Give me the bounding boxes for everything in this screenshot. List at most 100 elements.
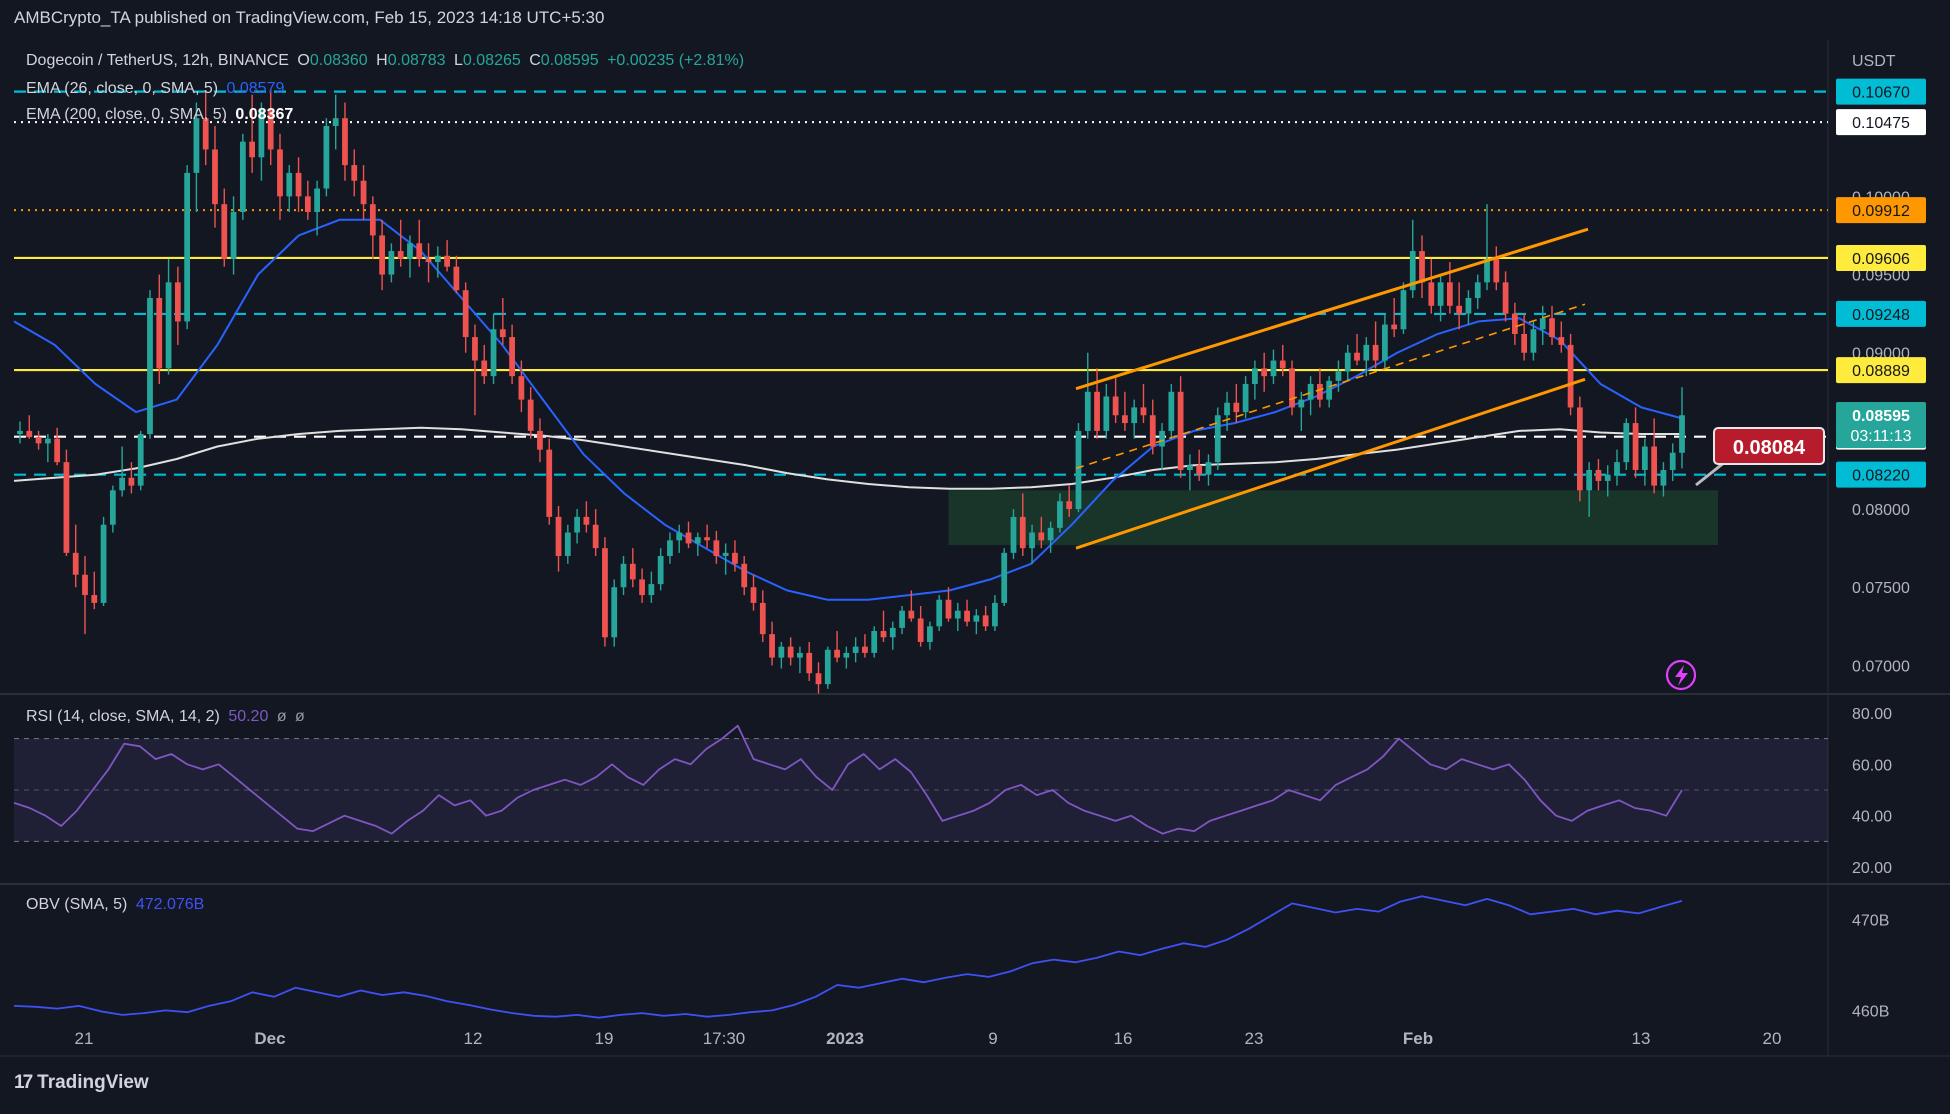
candle-body-136 (1279, 360, 1286, 369)
rsi-value: 50.20 (228, 708, 269, 725)
candle-60 (574, 509, 580, 544)
candle-body-176 (1651, 446, 1658, 486)
candle-164 (1539, 305, 1546, 345)
legend-symbol[interactable]: Dogecoin / TetherUS, 12h, BINANCE (26, 52, 289, 69)
candle-body-39 (379, 235, 385, 275)
price-tick-0: 0.07000 (1852, 658, 1910, 675)
candle-88 (834, 631, 840, 663)
candle-body-81 (769, 634, 775, 658)
legend-ema200-row[interactable]: EMA (200, close, 0, SMA, 5) 0.08367 (26, 106, 297, 124)
candle-101 (954, 602, 961, 632)
candle-body-79 (750, 587, 757, 603)
candle-body-157 (1474, 282, 1481, 298)
candle-149 (1400, 282, 1407, 334)
rsi-line (13, 724, 1683, 835)
ohlc-high: 0.08783 (387, 52, 446, 69)
candle-66 (629, 548, 636, 588)
candle-body-72 (685, 532, 692, 544)
candle-body-49 (472, 337, 478, 361)
legend-ema26-row[interactable]: EMA (26, close, 0, SMA, 5) 0.08579 (26, 80, 288, 98)
candle-71 (676, 524, 683, 553)
candle-76 (722, 543, 729, 575)
candle-body-40 (388, 251, 395, 275)
legend-obv-row[interactable]: OBV (SMA, 5) 472.076B (26, 896, 208, 914)
candle-15 (156, 274, 163, 384)
candle-92 (871, 626, 878, 658)
candle-body-115 (1084, 391, 1091, 431)
obv-tick-1: 460B (1852, 1003, 1889, 1020)
price-label-box-0 (1836, 78, 1926, 105)
candle-body-87 (824, 649, 831, 685)
rsi-tick-3: 20.00 (1852, 860, 1892, 877)
price-axis[interactable]: USDT0.070000.075000.080000.090000.095000… (1836, 53, 1926, 675)
candle-21 (212, 125, 218, 228)
candle-body-22 (221, 204, 228, 259)
ohlc-high-label: H (376, 52, 388, 69)
time-tick-4: 17:30 (703, 1029, 746, 1048)
candle-body-83 (787, 646, 794, 658)
candle-37 (360, 165, 367, 220)
candle-body-53 (509, 337, 515, 377)
ema200-value: 0.08367 (235, 106, 294, 123)
candle-body-20 (202, 118, 209, 150)
candle-48 (462, 282, 469, 353)
time-tick-2: 12 (464, 1029, 483, 1048)
candle-93 (880, 610, 887, 642)
candle-body-158 (1484, 258, 1490, 283)
candle-body-146 (1372, 344, 1379, 361)
candle-102 (964, 599, 970, 627)
candle-39 (379, 219, 385, 291)
candle-118 (1112, 376, 1119, 424)
price-label-text-4: 0.09248 (1852, 307, 1910, 324)
time-axis[interactable]: 21 Dec 12 19 17:30 2023 9 16 23 Feb 13 20 (75, 1029, 1782, 1048)
candle-body-93 (880, 631, 887, 638)
candle-12 (128, 462, 135, 494)
candle-31 (304, 180, 311, 220)
candle-40 (388, 243, 395, 283)
candle-body-15 (156, 297, 163, 369)
candle-160 (1502, 271, 1509, 322)
candle-body-117 (1103, 396, 1110, 431)
candle-43 (416, 219, 423, 267)
candle-body-177 (1660, 469, 1667, 486)
candle-135 (1270, 349, 1277, 384)
candle-body-47 (453, 266, 460, 291)
candle-body-144 (1354, 352, 1360, 361)
time-tick-6: 9 (988, 1029, 997, 1048)
candle-body-6 (72, 552, 79, 575)
candle-159 (1493, 246, 1500, 291)
candle-2 (35, 430, 42, 450)
demand-zone-layer (948, 490, 1718, 546)
candle-105 (992, 595, 998, 632)
candle-body-124 (1168, 391, 1175, 431)
ema200-line (13, 426, 1682, 490)
candle-51 (490, 313, 497, 384)
candle-79 (750, 574, 757, 611)
candle-155 (1456, 282, 1463, 330)
price-label-text-2: 0.09912 (1852, 203, 1910, 220)
candle-98 (927, 621, 933, 650)
publisher-line: AMBCrypto_TA published on TradingView.co… (14, 8, 605, 27)
tradingview-logo[interactable]: 17 TradingView (14, 1072, 149, 1094)
price-axis-unit: USDT (1852, 53, 1896, 70)
candle-body-61 (583, 516, 590, 525)
candle-body-74 (704, 537, 710, 541)
candle-19 (193, 102, 200, 212)
rsi-extra-2: ø (295, 708, 305, 725)
candle-171 (1604, 465, 1611, 497)
legend-rsi-row[interactable]: RSI (14, close, SMA, 14, 2) 50.20 ø ø (26, 708, 309, 726)
candle-body-107 (1010, 516, 1017, 553)
candle-35 (342, 102, 348, 181)
candle-body-116 (1094, 391, 1100, 431)
time-tick-9: Feb (1403, 1029, 1433, 1048)
candle-112 (1057, 493, 1063, 533)
candle-body-35 (342, 118, 348, 166)
candle-body-151 (1419, 251, 1425, 283)
candle-body-134 (1261, 368, 1268, 377)
candle-95 (899, 606, 905, 635)
ema26-value: 0.08579 (226, 80, 285, 97)
candle-body-63 (602, 548, 608, 638)
candle-body-95 (899, 610, 905, 628)
candle-45 (434, 246, 441, 278)
